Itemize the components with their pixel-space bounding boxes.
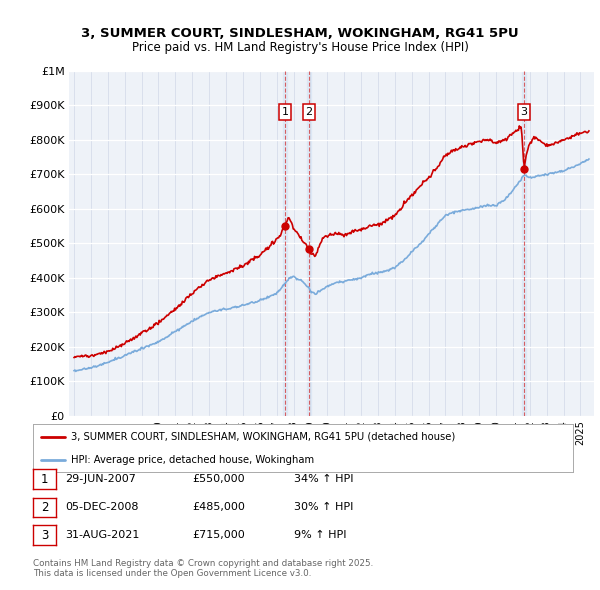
Text: 3, SUMMER COURT, SINDLESHAM, WOKINGHAM, RG41 5PU: 3, SUMMER COURT, SINDLESHAM, WOKINGHAM, … [81,27,519,40]
Text: £485,000: £485,000 [192,503,245,512]
Text: 1: 1 [281,107,289,117]
Text: £715,000: £715,000 [192,530,245,540]
Text: 30% ↑ HPI: 30% ↑ HPI [294,503,353,512]
Text: 2: 2 [305,107,313,117]
Bar [307,71,311,416]
Text: 34% ↑ HPI: 34% ↑ HPI [294,474,353,484]
Text: This data is licensed under the Open Government Licence v3.0.: This data is licensed under the Open Gov… [33,569,311,578]
Bar [283,71,287,416]
Text: 3: 3 [521,107,527,117]
Text: 2: 2 [41,501,48,514]
Text: Contains HM Land Registry data © Crown copyright and database right 2025.: Contains HM Land Registry data © Crown c… [33,559,373,568]
Text: 05-DEC-2008: 05-DEC-2008 [65,503,139,512]
Text: 3, SUMMER COURT, SINDLESHAM, WOKINGHAM, RG41 5PU (detached house): 3, SUMMER COURT, SINDLESHAM, WOKINGHAM, … [71,432,455,442]
Bar [522,71,526,416]
Text: 29-JUN-2007: 29-JUN-2007 [65,474,136,484]
Text: 1: 1 [41,473,48,486]
Text: 31-AUG-2021: 31-AUG-2021 [65,530,139,540]
Text: HPI: Average price, detached house, Wokingham: HPI: Average price, detached house, Woki… [71,455,314,465]
Text: Price paid vs. HM Land Registry's House Price Index (HPI): Price paid vs. HM Land Registry's House … [131,41,469,54]
Text: 3: 3 [41,529,48,542]
Text: 9% ↑ HPI: 9% ↑ HPI [294,530,347,540]
Text: £550,000: £550,000 [192,474,245,484]
